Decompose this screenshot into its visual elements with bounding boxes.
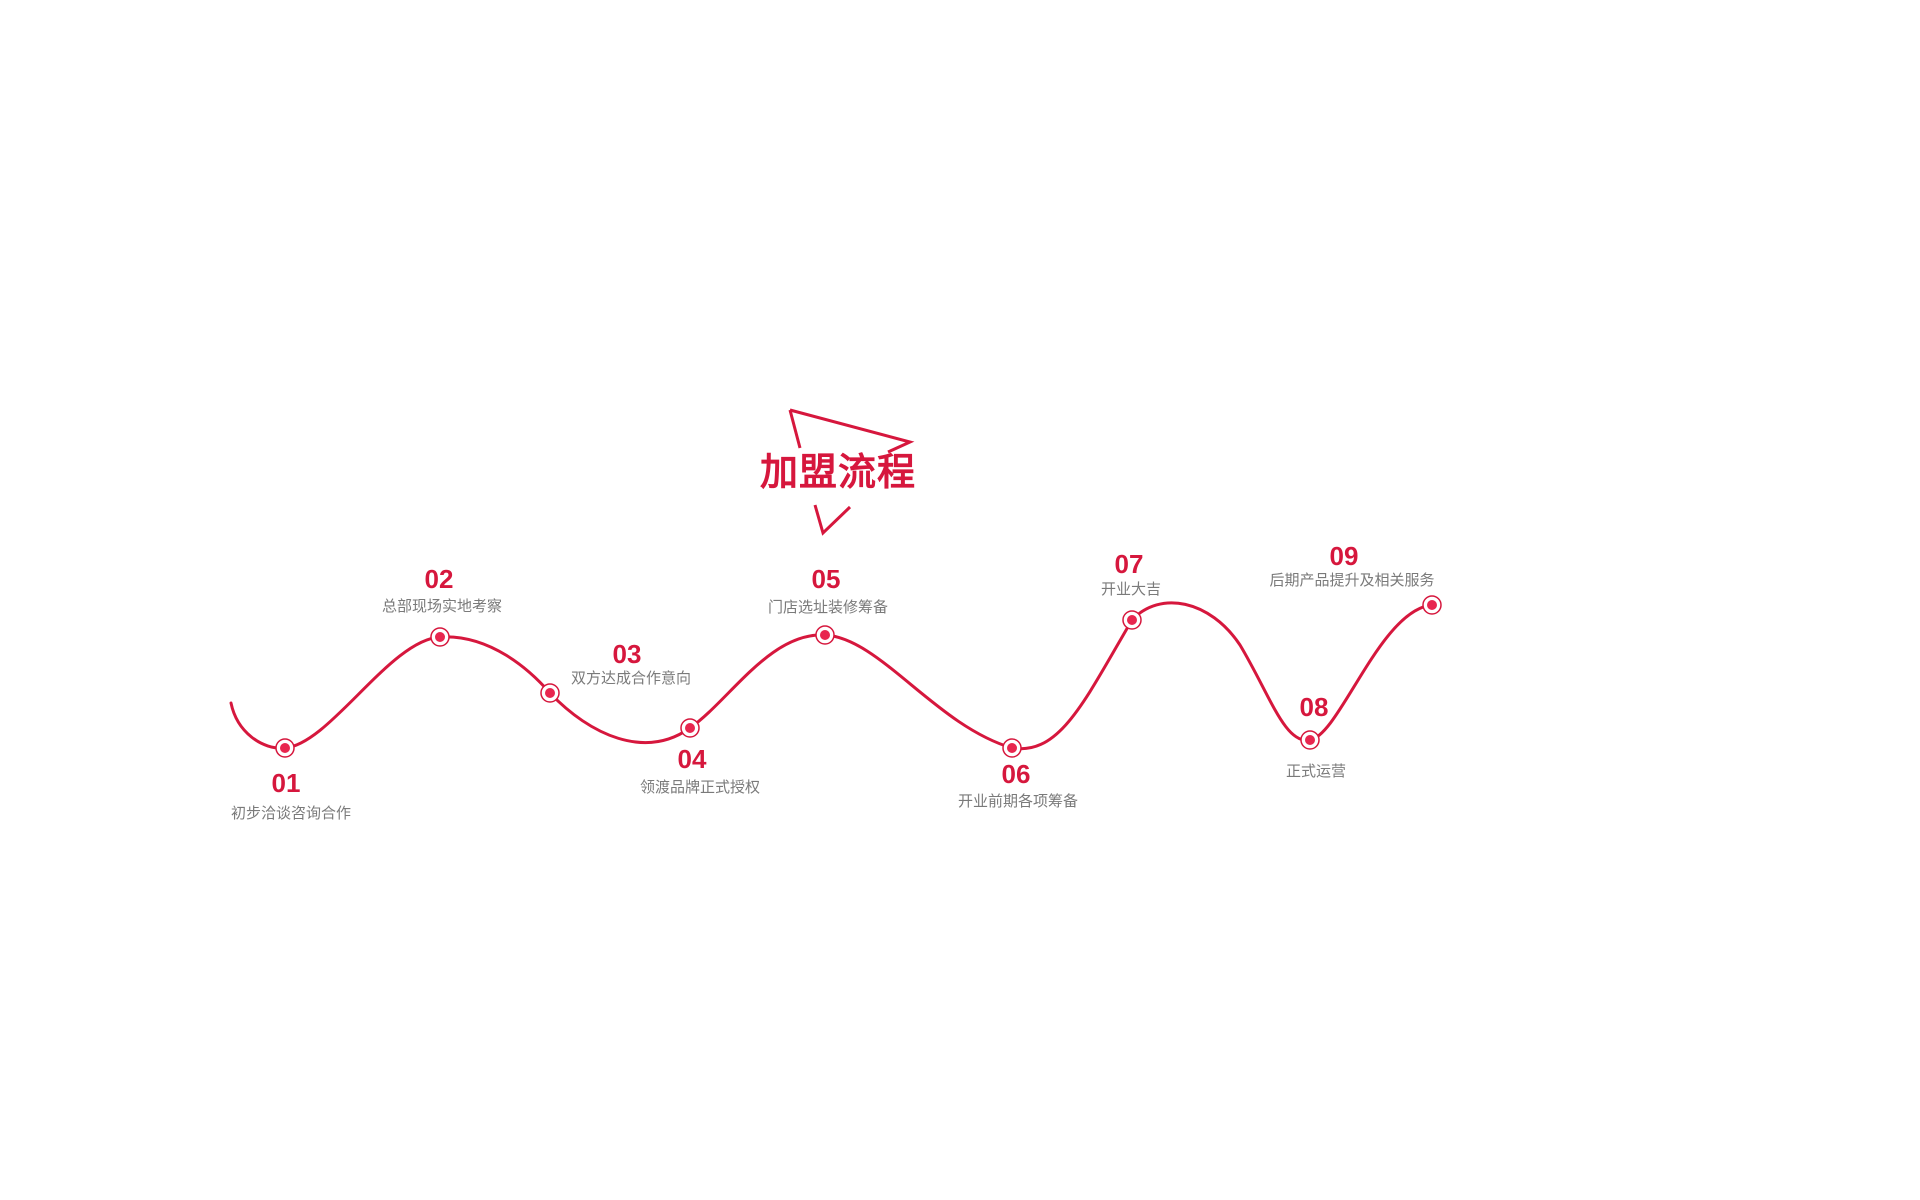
step-node-09 xyxy=(1422,595,1442,615)
step-label-04: 领渡品牌正式授权 xyxy=(640,778,760,796)
step-node-06 xyxy=(1002,738,1022,758)
step-number-07: 07 xyxy=(1115,549,1144,579)
step-number-09: 09 xyxy=(1330,541,1359,571)
step-number-02: 02 xyxy=(425,564,454,594)
step-label-03: 双方达成合作意向 xyxy=(571,669,691,687)
step-number-06: 06 xyxy=(1002,759,1031,789)
step-node-04 xyxy=(680,718,700,738)
process-wave-line xyxy=(229,601,1434,751)
step-label-01: 初步洽谈咨询合作 xyxy=(231,804,351,822)
step-number-05: 05 xyxy=(812,564,841,594)
step-number-01: 01 xyxy=(272,768,301,798)
page-title: 加盟流程 xyxy=(760,450,916,494)
step-label-08: 正式运营 xyxy=(1286,762,1346,780)
step-node-07 xyxy=(1122,610,1142,630)
step-node-01 xyxy=(275,738,295,758)
title-triangle-left xyxy=(788,409,802,449)
step-label-09: 后期产品提升及相关服务 xyxy=(1269,571,1434,589)
step-number-08: 08 xyxy=(1300,692,1329,722)
step-label-07: 开业大吉 xyxy=(1101,580,1161,598)
step-label-02: 总部现场实地考察 xyxy=(382,597,502,615)
step-node-08 xyxy=(1300,730,1320,750)
step-label-06: 开业前期各项筹备 xyxy=(958,792,1078,810)
title-triangle-top xyxy=(789,408,915,454)
title-triangle-bottom xyxy=(813,504,852,536)
step-number-03: 03 xyxy=(613,639,642,669)
step-node-05 xyxy=(815,625,835,645)
step-node-03 xyxy=(540,683,560,703)
step-node-02 xyxy=(430,627,450,647)
step-label-05: 门店选址装修筹备 xyxy=(768,598,888,616)
step-number-04: 04 xyxy=(678,744,707,774)
